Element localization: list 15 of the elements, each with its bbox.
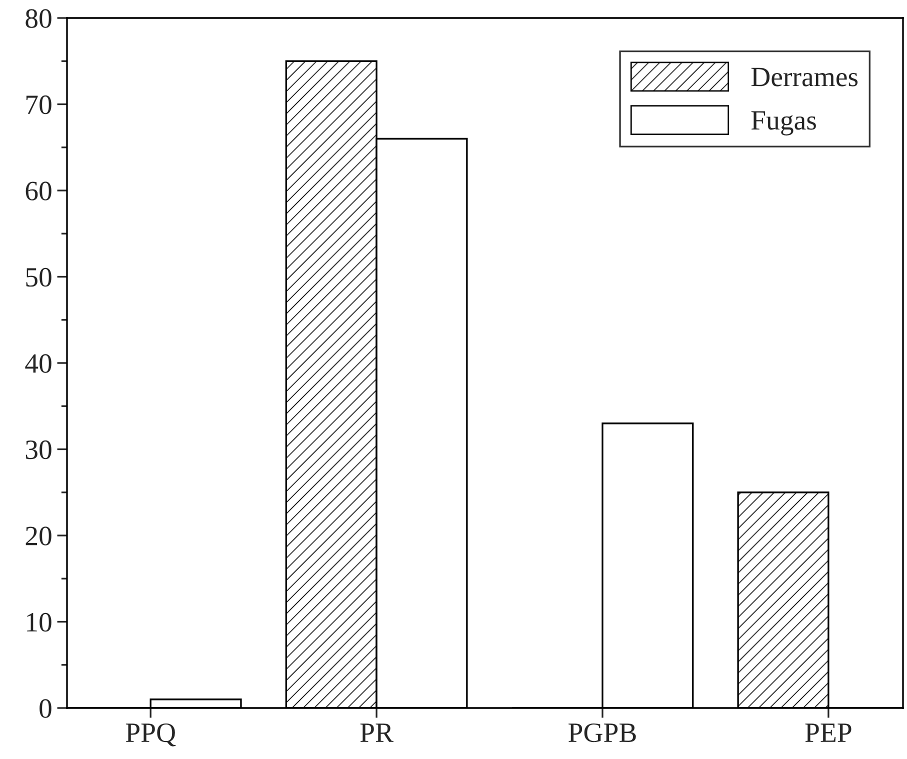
y-tick-label: 0 [40, 699, 52, 718]
x-tick-label: PR [360, 724, 394, 742]
x-tick-label: PGPB [568, 723, 636, 742]
y-tick-label: 60 [26, 182, 52, 200]
y-tick-label: 70 [26, 95, 52, 114]
y-tick-label: 10 [27, 612, 52, 632]
legend-label: Fugas [751, 111, 816, 136]
x-tick-label: PEP [805, 724, 852, 742]
y-tick-label: 80 [26, 9, 52, 28]
y-tick-label: 20 [26, 526, 52, 546]
x-tick-label: PPQ [126, 723, 176, 746]
y-tick-label: 30 [26, 440, 52, 460]
y-tick-label: 50 [26, 268, 52, 287]
legend-label: Derrames [751, 68, 858, 86]
y-tick-label: 40 [25, 354, 52, 373]
